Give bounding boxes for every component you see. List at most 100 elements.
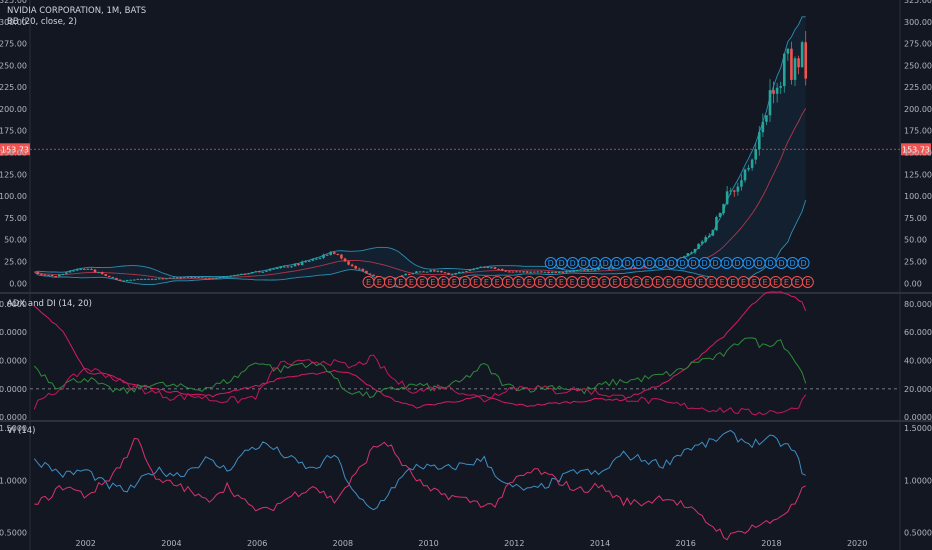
- candle-body[interactable]: [472, 269, 475, 271]
- candle-body[interactable]: [740, 180, 743, 187]
- minus-di-line[interactable]: [33, 354, 807, 416]
- candle-body[interactable]: [240, 273, 243, 275]
- candle-body[interactable]: [543, 271, 547, 273]
- candle-body[interactable]: [47, 274, 50, 276]
- candle-body[interactable]: [179, 277, 183, 279]
- candle-body[interactable]: [147, 278, 150, 280]
- candle-body[interactable]: [761, 121, 765, 133]
- candle-body[interactable]: [632, 267, 636, 269]
- candle-body[interactable]: [154, 278, 158, 280]
- candle-body[interactable]: [186, 276, 190, 278]
- candle-body[interactable]: [500, 269, 504, 271]
- candle-body[interactable]: [343, 258, 347, 262]
- candle-body[interactable]: [257, 271, 261, 273]
- candle-body[interactable]: [432, 270, 436, 272]
- candle-body[interactable]: [518, 271, 522, 273]
- candle-body[interactable]: [293, 263, 297, 267]
- candle-body[interactable]: [318, 257, 322, 259]
- candle-body[interactable]: [211, 277, 215, 279]
- candle-body[interactable]: [697, 243, 700, 249]
- candle-body[interactable]: [418, 271, 422, 273]
- candle-body[interactable]: [354, 265, 358, 269]
- candle-body[interactable]: [86, 268, 90, 270]
- candle-body[interactable]: [175, 277, 179, 279]
- candle-body[interactable]: [254, 271, 258, 273]
- candle-body[interactable]: [165, 278, 168, 280]
- candle-body[interactable]: [682, 256, 686, 258]
- candle-body[interactable]: [157, 278, 161, 280]
- candle-body[interactable]: [322, 254, 325, 258]
- candle-body[interactable]: [440, 270, 443, 273]
- candle-body[interactable]: [429, 270, 433, 272]
- candle-body[interactable]: [290, 266, 293, 268]
- candle-body[interactable]: [279, 266, 283, 269]
- candle-body[interactable]: [365, 270, 368, 274]
- candle-body[interactable]: [168, 277, 172, 279]
- candle-body[interactable]: [493, 267, 497, 270]
- candle-body[interactable]: [729, 190, 733, 192]
- candle-body[interactable]: [411, 273, 415, 275]
- candle-body[interactable]: [332, 252, 336, 254]
- candle-body[interactable]: [232, 275, 236, 277]
- candle-body[interactable]: [93, 269, 97, 273]
- candle-body[interactable]: [236, 274, 240, 276]
- earnings-marker[interactable]: [801, 276, 814, 288]
- candle-body[interactable]: [404, 273, 408, 276]
- candle-body[interactable]: [768, 90, 772, 116]
- candle-body[interactable]: [357, 268, 361, 270]
- candle-body[interactable]: [222, 276, 225, 278]
- candle-body[interactable]: [550, 271, 554, 274]
- candle-body[interactable]: [750, 159, 754, 168]
- candle-body[interactable]: [118, 279, 122, 281]
- candle-body[interactable]: [115, 277, 118, 280]
- candle-body[interactable]: [111, 277, 115, 279]
- candle-body[interactable]: [307, 260, 311, 262]
- candle-body[interactable]: [443, 272, 447, 274]
- candle-body[interactable]: [172, 277, 175, 279]
- candle-body[interactable]: [525, 271, 529, 273]
- candle-body[interactable]: [65, 272, 68, 275]
- candle-body[interactable]: [540, 271, 543, 273]
- candle-body[interactable]: [72, 270, 75, 272]
- candle-body[interactable]: [282, 266, 286, 268]
- candle-body[interactable]: [779, 86, 783, 88]
- candle-body[interactable]: [286, 266, 290, 268]
- candle-body[interactable]: [515, 271, 518, 273]
- candle-body[interactable]: [272, 268, 275, 270]
- candle-body[interactable]: [757, 132, 761, 150]
- candle-body[interactable]: [504, 270, 508, 272]
- candle-body[interactable]: [225, 276, 229, 278]
- candle-body[interactable]: [722, 204, 725, 214]
- candle-body[interactable]: [122, 280, 125, 282]
- candle-body[interactable]: [797, 58, 800, 68]
- candle-body[interactable]: [422, 271, 425, 273]
- adx-line[interactable]: [33, 291, 807, 409]
- candle-body[interactable]: [554, 271, 558, 273]
- candle-body[interactable]: [486, 266, 490, 268]
- candle-body[interactable]: [393, 277, 397, 279]
- candle-body[interactable]: [190, 276, 193, 278]
- candle-body[interactable]: [732, 190, 736, 192]
- candle-body[interactable]: [268, 268, 272, 271]
- candle-body[interactable]: [361, 268, 365, 271]
- candle-body[interactable]: [304, 261, 308, 263]
- candle-body[interactable]: [772, 90, 775, 94]
- plus-di-line[interactable]: [33, 337, 807, 399]
- price-pane[interactable]: 153.73 153.73D D D D D D D D D D D D D D D D D D D D D D D DE E E E…: [0, 16, 931, 288]
- candle-body[interactable]: [579, 269, 583, 271]
- candle-body[interactable]: [743, 169, 747, 181]
- candle-body[interactable]: [565, 271, 568, 273]
- candle-body[interactable]: [275, 268, 279, 270]
- candle-body[interactable]: [561, 272, 565, 274]
- candle-body[interactable]: [36, 272, 40, 274]
- candle-body[interactable]: [586, 269, 590, 271]
- candle-body[interactable]: [607, 268, 611, 270]
- candle-body[interactable]: [207, 277, 211, 279]
- candle-body[interactable]: [775, 87, 779, 94]
- candle-body[interactable]: [715, 217, 718, 231]
- candle-body[interactable]: [329, 252, 333, 255]
- candle-body[interactable]: [457, 271, 461, 274]
- candle-body[interactable]: [132, 279, 136, 281]
- candle-body[interactable]: [247, 273, 250, 275]
